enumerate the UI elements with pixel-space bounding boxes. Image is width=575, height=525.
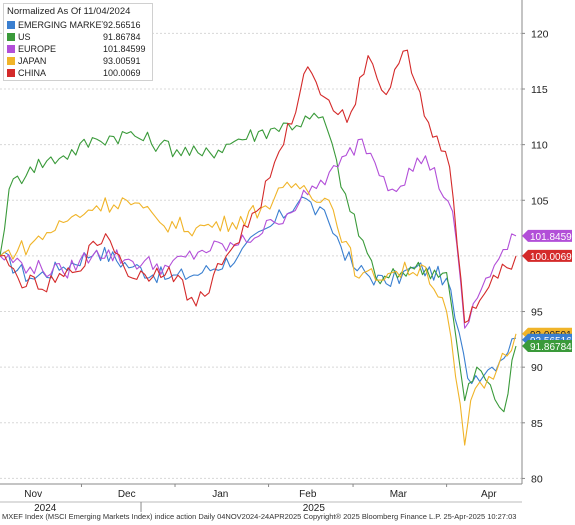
y-tick-label: 95 xyxy=(531,307,543,319)
grid-lines xyxy=(0,32,522,479)
x-tick-label: Dec xyxy=(118,489,136,500)
legend-series-value: 100.0069 xyxy=(103,68,141,78)
series-line-us xyxy=(0,112,517,413)
legend-item: EMERGING MARKET 92.56516 xyxy=(7,19,149,31)
y-tick-label: 105 xyxy=(531,195,549,207)
value-tag-bg xyxy=(522,340,572,353)
legend-series-value: 101.84599 xyxy=(103,44,146,54)
legend-swatch xyxy=(7,57,15,65)
x-year-label: 2025 xyxy=(303,503,326,514)
x-tick-label: Apr xyxy=(481,489,497,500)
value-tag-label: 101.84599 xyxy=(530,232,575,243)
axes: 80859095100105110115120NovDecJanFebMarAp… xyxy=(0,0,549,514)
y-tick-label: 90 xyxy=(531,362,543,374)
legend-series-name: JAPAN xyxy=(18,56,47,66)
legend-item: EUROPE 101.84599 xyxy=(7,43,149,55)
y-tick-label: 85 xyxy=(531,418,543,430)
legend: Normalized As Of 11/04/2024 EMERGING MAR… xyxy=(3,3,153,81)
y-tick-label: 115 xyxy=(531,84,548,96)
legend-series-value: 91.86784 xyxy=(103,32,141,42)
value-tag-bg xyxy=(522,229,572,242)
value-tag-china: 100.0069 xyxy=(522,249,572,263)
value-tag-europe: 101.84599 xyxy=(522,229,575,243)
value-tag-us: 91.86784 xyxy=(522,340,572,353)
footer-caption: MXEF Index (MSCI Emerging Markets Index)… xyxy=(2,512,517,521)
last-value-tags: 101.84599100.006993.0059192.5651691.8678… xyxy=(522,229,575,353)
legend-series-name: EMERGING MARKET xyxy=(18,20,103,30)
legend-series-value: 93.00591 xyxy=(103,56,141,66)
series-line-china xyxy=(0,49,517,324)
value-tag-label: 100.0069 xyxy=(530,252,572,263)
legend-series-name: CHINA xyxy=(18,68,47,78)
series-line-japan xyxy=(0,181,517,446)
x-tick-label: Feb xyxy=(299,489,317,500)
value-tag-bg xyxy=(522,249,572,262)
legend-series-value: 92.56516 xyxy=(103,20,141,30)
x-tick-label: Jan xyxy=(212,489,228,500)
series-line-europe xyxy=(0,138,517,329)
legend-swatch xyxy=(7,33,15,41)
legend-item: JAPAN 93.00591 xyxy=(7,55,149,67)
legend-series-name: EUROPE xyxy=(18,44,57,54)
y-tick-label: 80 xyxy=(531,473,543,485)
y-tick-label: 120 xyxy=(531,28,549,40)
legend-swatch xyxy=(7,21,15,29)
x-tick-label: Nov xyxy=(24,489,42,500)
legend-item: US 91.86784 xyxy=(7,31,149,43)
value-tag-label: 91.86784 xyxy=(530,342,572,353)
chart-title: Normalized As Of 11/04/2024 xyxy=(7,6,131,17)
series-lines xyxy=(0,49,517,446)
legend-item: CHINA 100.0069 xyxy=(7,67,149,79)
y-tick-label: 110 xyxy=(531,140,548,152)
x-tick-label: Mar xyxy=(390,489,408,500)
legend-swatch xyxy=(7,69,15,77)
legend-swatch xyxy=(7,45,15,53)
x-year-label: 2024 xyxy=(34,503,57,514)
legend-series-name: US xyxy=(18,32,31,42)
series-line-emerging-market xyxy=(0,196,517,385)
